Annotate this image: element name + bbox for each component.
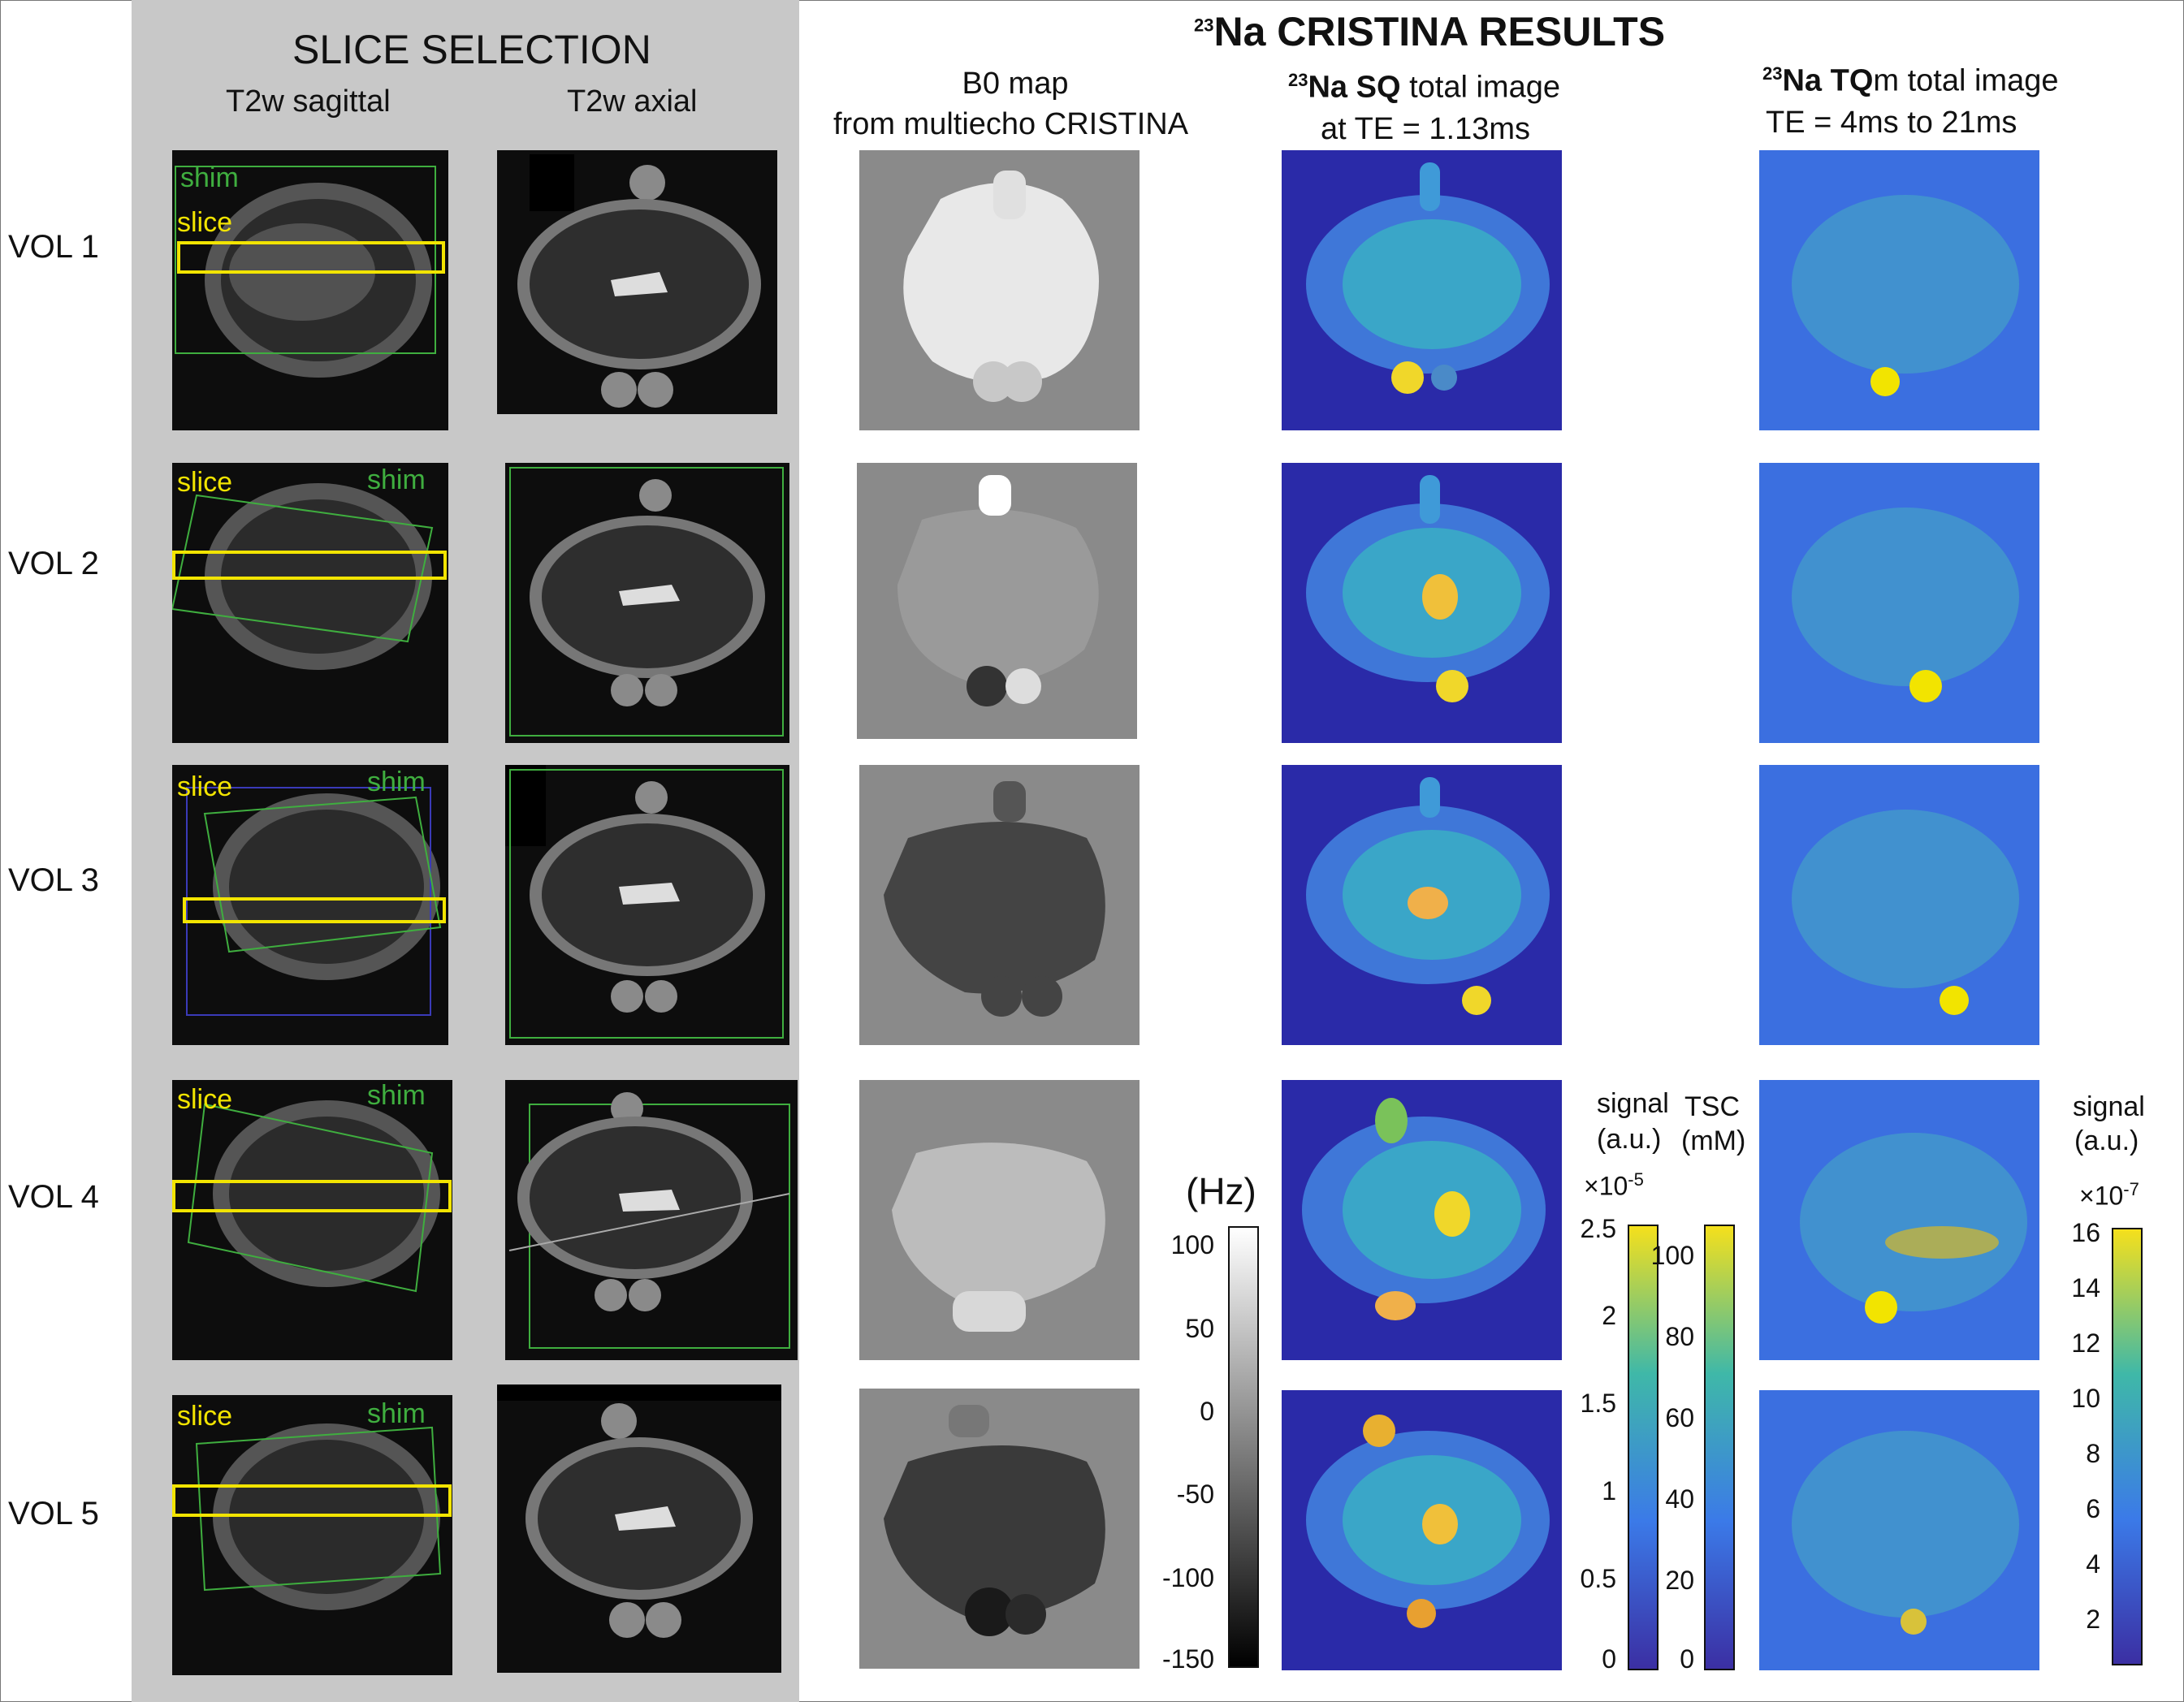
tq-signal-tick: 6 bbox=[2086, 1494, 2100, 1523]
tsc-tick: 0 bbox=[1680, 1644, 1694, 1674]
row-label-vol4: VOL 4 bbox=[8, 1179, 99, 1215]
tsc-tick: 60 bbox=[1665, 1403, 1694, 1432]
tsc-tick: 80 bbox=[1665, 1322, 1694, 1351]
sagittal-image-vol3 bbox=[172, 765, 448, 1045]
tq-signal-tick: 12 bbox=[2071, 1328, 2100, 1358]
tq-signal-tick: 2 bbox=[2086, 1605, 2100, 1634]
tq-image-vol4 bbox=[1759, 1080, 2039, 1360]
sq-signal-tick: 2.5 bbox=[1580, 1214, 1616, 1243]
slice-label-vol2: slice bbox=[177, 467, 233, 498]
sq-signal-tick: 2 bbox=[1602, 1301, 1616, 1330]
tsc-title-2: (mM) bbox=[1681, 1125, 1746, 1156]
sq-image-vol5 bbox=[1282, 1390, 1562, 1670]
b0-header-1: B0 map bbox=[962, 67, 1069, 101]
sagittal-image-vol4 bbox=[172, 1080, 452, 1360]
b0-map-vol4 bbox=[859, 1080, 1140, 1360]
sq-image-vol3 bbox=[1282, 765, 1562, 1045]
tsc-tick: 20 bbox=[1665, 1566, 1694, 1595]
sq-signal-exponent: ×10-5 bbox=[1584, 1169, 1644, 1201]
b0-map-vol2 bbox=[857, 463, 1137, 739]
row-label-vol3: VOL 3 bbox=[8, 862, 99, 898]
axial-image-vol3 bbox=[505, 765, 789, 1045]
sq-signal-colorbar bbox=[1628, 1225, 1659, 1670]
hz-tick: 0 bbox=[1200, 1397, 1214, 1426]
sq-image-vol1 bbox=[1282, 150, 1562, 430]
sagittal-image-vol5 bbox=[172, 1395, 452, 1675]
hz-tick: -100 bbox=[1161, 1563, 1214, 1592]
shim-label-vol5: shim bbox=[367, 1398, 426, 1429]
slice-label-vol3: slice bbox=[177, 771, 233, 802]
b0-header-2: from multiecho CRISTINA bbox=[833, 107, 1189, 141]
row-label-vol2: VOL 2 bbox=[8, 546, 99, 581]
tq-signal-colorbar bbox=[2112, 1228, 2143, 1665]
sq-signal-tick: 0 bbox=[1602, 1644, 1616, 1674]
shim-label-vol1: shim bbox=[180, 162, 239, 193]
tsc-colorbar bbox=[1704, 1225, 1735, 1670]
hz-tick: 100 bbox=[1170, 1230, 1214, 1259]
axial-image-vol4 bbox=[505, 1080, 798, 1360]
slice-label-vol5: slice bbox=[177, 1401, 233, 1432]
tq-header-2: TE = 4ms to 21ms bbox=[1766, 106, 2017, 140]
slice-selection-title: SLICE SELECTION bbox=[292, 27, 651, 72]
sq-signal-tick: 1.5 bbox=[1580, 1389, 1616, 1418]
shim-label-vol2: shim bbox=[367, 464, 426, 495]
tq-signal-title-2: (a.u.) bbox=[2074, 1125, 2139, 1156]
shim-label-vol4: shim bbox=[367, 1080, 426, 1111]
row-label-vol5: VOL 5 bbox=[8, 1496, 99, 1531]
sq-signal-tick: 0.5 bbox=[1580, 1564, 1616, 1593]
sq-header-2: at TE = 1.13ms bbox=[1321, 112, 1531, 146]
tq-signal-tick: 14 bbox=[2071, 1273, 2100, 1302]
tq-signal-tick: 4 bbox=[2086, 1549, 2100, 1579]
sq-signal-title-1: signal bbox=[1597, 1088, 1669, 1119]
b0-map-vol3 bbox=[859, 765, 1140, 1045]
hz-unit-label: (Hz) bbox=[1186, 1170, 1256, 1212]
sq-image-vol2 bbox=[1282, 463, 1562, 743]
tq-signal-tick: 16 bbox=[2071, 1218, 2100, 1247]
tq-image-vol5 bbox=[1759, 1390, 2039, 1670]
hz-tick: 50 bbox=[1185, 1314, 1214, 1343]
tq-header-1: 23Na TQm total image bbox=[1762, 63, 2059, 98]
tq-image-vol1 bbox=[1759, 150, 2039, 430]
tsc-tick: 100 bbox=[1650, 1241, 1694, 1270]
sq-header-1: 23Na SQ total image bbox=[1288, 70, 1560, 105]
sq-signal-title-2: (a.u.) bbox=[1597, 1124, 1662, 1155]
slice-label-vol4: slice bbox=[177, 1084, 233, 1115]
tq-signal-tick: 8 bbox=[2086, 1439, 2100, 1468]
col-header-axial: T2w axial bbox=[567, 84, 698, 119]
tq-signal-exponent: ×10-7 bbox=[2079, 1179, 2139, 1211]
tsc-tick: 40 bbox=[1665, 1484, 1694, 1514]
tq-image-vol3 bbox=[1759, 765, 2039, 1045]
b0-map-vol5 bbox=[859, 1389, 1140, 1669]
tq-signal-title-1: signal bbox=[2073, 1091, 2145, 1122]
sq-image-vol4 bbox=[1282, 1080, 1562, 1360]
axial-image-vol2 bbox=[505, 463, 789, 743]
hz-tick: -50 bbox=[1176, 1480, 1214, 1509]
sq-signal-tick: 1 bbox=[1602, 1476, 1616, 1505]
sagittal-image-vol1 bbox=[172, 150, 448, 430]
hz-colorbar bbox=[1228, 1226, 1259, 1668]
row-label-vol1: VOL 1 bbox=[8, 229, 99, 265]
shim-label-vol3: shim bbox=[367, 767, 426, 797]
results-title: 23Na CRISTINA RESULTS bbox=[1194, 9, 1666, 54]
col-header-sagittal: T2w sagittal bbox=[226, 84, 391, 119]
sagittal-image-vol2 bbox=[172, 463, 448, 743]
tq-image-vol2 bbox=[1759, 463, 2039, 743]
tq-signal-tick: 10 bbox=[2071, 1384, 2100, 1413]
tsc-title-1: TSC bbox=[1684, 1091, 1740, 1122]
slice-label-vol1: slice bbox=[177, 207, 233, 238]
axial-image-vol5 bbox=[497, 1384, 781, 1673]
hz-tick: -150 bbox=[1161, 1644, 1214, 1674]
b0-map-vol1 bbox=[859, 150, 1140, 430]
axial-image-vol1 bbox=[497, 150, 777, 414]
